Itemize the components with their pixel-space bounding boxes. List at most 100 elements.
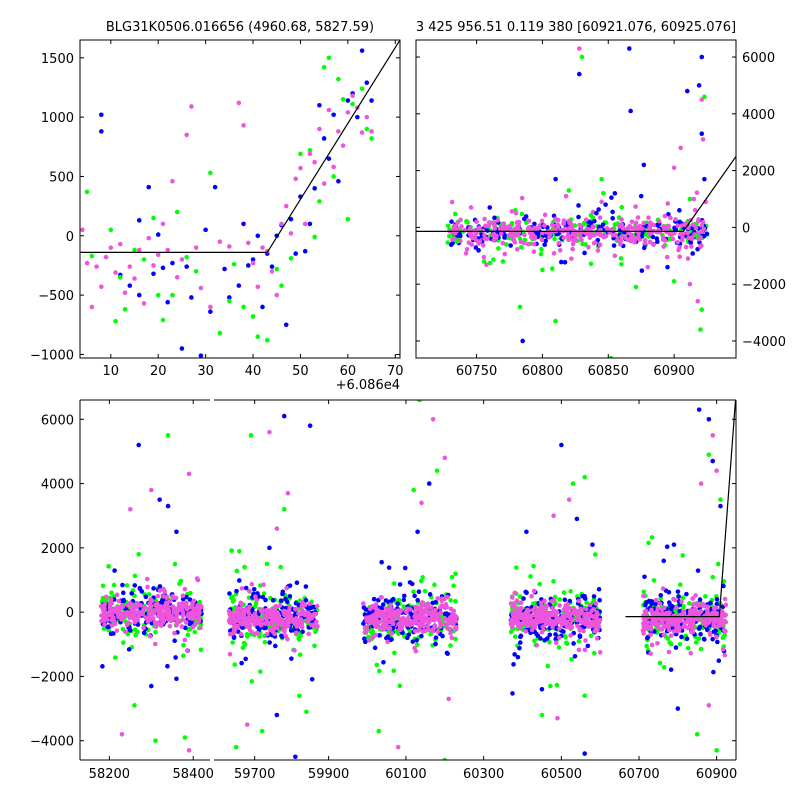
magenta-point: [647, 239, 653, 245]
green-point: [539, 246, 544, 252]
green-point: [447, 233, 452, 239]
y-tick-label: 500: [49, 170, 74, 185]
magenta-point: [119, 617, 124, 622]
magenta-point: [420, 622, 425, 627]
magenta-point: [377, 625, 383, 630]
blue-point: [110, 631, 116, 636]
blue-point: [711, 669, 716, 675]
magenta-point: [386, 614, 391, 619]
blue-point: [120, 582, 125, 588]
magenta-point: [450, 237, 455, 243]
magenta-point: [300, 609, 305, 615]
magenta-point: [695, 603, 701, 608]
magenta-point: [722, 596, 728, 602]
magenta-point: [661, 244, 666, 249]
green-point: [641, 589, 647, 595]
green-point: [570, 481, 576, 486]
magenta-point: [594, 636, 600, 641]
blue-point: [668, 604, 673, 610]
magenta-point: [447, 619, 452, 624]
data-points: [416, 46, 736, 358]
magenta-point: [576, 598, 582, 604]
magenta-point: [575, 617, 580, 623]
green-point: [665, 636, 671, 641]
magenta-point: [294, 630, 299, 636]
magenta-point: [281, 609, 286, 615]
magenta-point: [569, 222, 575, 228]
blue-point: [274, 712, 280, 718]
blue-point: [362, 639, 368, 645]
magenta-point: [482, 232, 487, 238]
magenta-point: [420, 629, 426, 634]
magenta-point: [667, 616, 673, 622]
green-point: [519, 211, 525, 217]
green-point: [368, 629, 373, 634]
green-point: [554, 682, 560, 688]
blue-point: [716, 658, 722, 664]
green-point: [649, 535, 655, 540]
blue-point: [245, 263, 251, 268]
magenta-point: [294, 618, 300, 623]
blue-point: [639, 268, 645, 273]
magenta-point: [661, 632, 667, 638]
green-point: [193, 269, 199, 274]
magenta-point: [389, 630, 395, 636]
magenta-point: [706, 703, 712, 708]
magenta-point: [652, 611, 658, 617]
magenta-point: [187, 615, 192, 621]
green-point: [278, 564, 284, 570]
magenta-point: [314, 619, 319, 625]
green-point: [264, 561, 270, 567]
magenta-point: [699, 229, 705, 235]
magenta-point: [234, 607, 240, 612]
magenta-point: [165, 603, 171, 609]
green-point: [706, 452, 712, 457]
magenta-point: [597, 650, 603, 655]
magenta-point: [412, 618, 417, 624]
blue-point: [690, 251, 696, 256]
magenta-point: [108, 596, 114, 602]
magenta-point: [425, 624, 431, 629]
magenta-point: [453, 624, 459, 630]
blue-point: [510, 691, 515, 696]
blue-point: [702, 176, 707, 182]
magenta-point: [520, 615, 525, 621]
magenta-point: [307, 151, 313, 157]
magenta-point: [502, 251, 508, 257]
blue-point: [654, 236, 660, 241]
magenta-point: [561, 218, 567, 223]
blue-point: [112, 568, 117, 573]
blue-point: [380, 602, 386, 607]
blue-point: [397, 582, 403, 587]
magenta-point: [621, 226, 627, 232]
blue-point: [121, 598, 126, 604]
magenta-point: [542, 212, 548, 218]
magenta-point: [412, 613, 418, 618]
magenta-point: [250, 260, 256, 266]
magenta-point: [435, 615, 441, 620]
magenta-point: [648, 220, 653, 225]
magenta-point: [476, 225, 482, 230]
blue-point: [385, 634, 391, 639]
magenta-point: [597, 242, 603, 248]
magenta-point: [114, 628, 120, 633]
green-point: [113, 318, 118, 324]
magenta-point: [443, 616, 448, 622]
magenta-point: [512, 620, 517, 626]
blue-point: [644, 600, 649, 605]
magenta-point: [636, 231, 641, 236]
magenta-point: [274, 526, 280, 531]
blue-point: [517, 640, 523, 645]
green-point: [549, 266, 555, 271]
magenta-point: [482, 236, 487, 242]
magenta-point: [274, 292, 280, 298]
green-point: [198, 647, 204, 653]
magenta-point: [557, 626, 562, 631]
blue-point: [567, 598, 573, 604]
magenta-point: [164, 594, 170, 600]
y-tick-label: 4000: [41, 478, 74, 493]
magenta-point: [235, 623, 240, 629]
green-point: [418, 578, 424, 584]
magenta-point: [128, 506, 133, 512]
magenta-point: [160, 605, 165, 610]
